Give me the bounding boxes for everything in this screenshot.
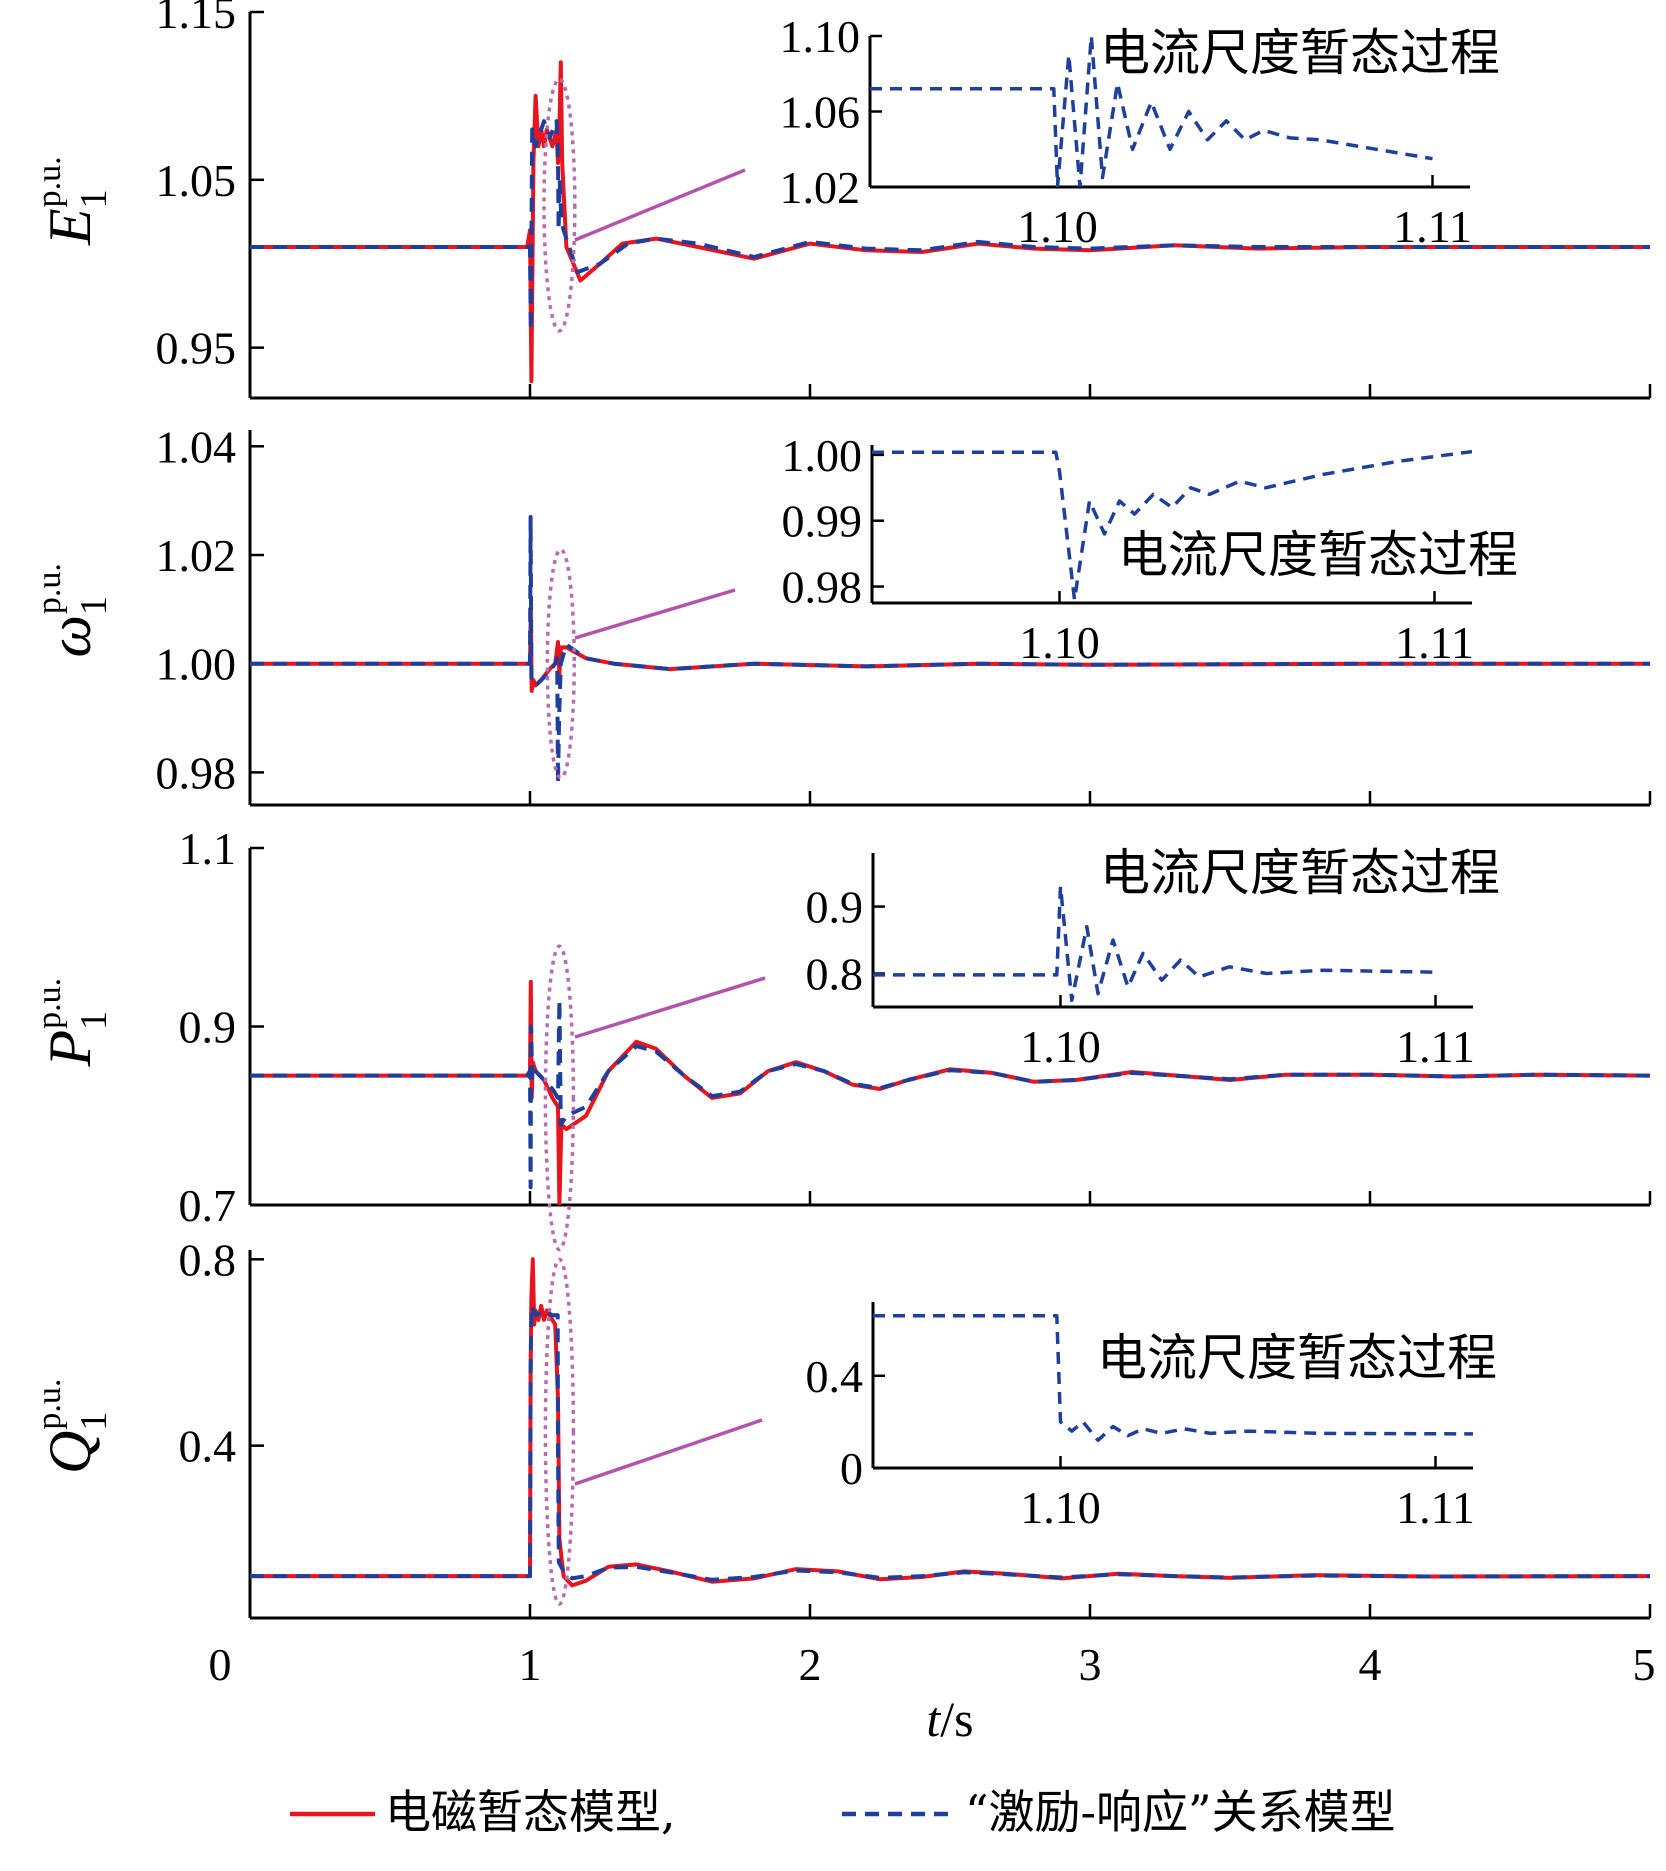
y-tick-label-E: 1.05 [156,155,237,206]
x-axis-label: t/s [926,1691,973,1747]
series-er-P [250,997,1650,1190]
inset-P: 1.10 1.11 0.8 0.9 电流尺度暂态过程 [806,844,1501,1072]
x-axis-label-unit: /s [940,1691,973,1747]
legend-label-em: 电磁暂态模型, [385,1785,676,1839]
y-tick-label-w: 1.02 [156,530,237,581]
inset-y-tick-label-P: 0.8 [806,949,864,1000]
inset-annotation-Q: 电流尺度暂态过程 [1097,1329,1497,1387]
x-tick-label: 1 [519,1639,542,1690]
series-em-Q [250,1257,1650,1588]
inset-series-er-w [872,449,1472,602]
zoom-pointer-E [574,168,746,242]
inset-y-tick-label-P: 0.9 [806,882,864,933]
zoom-pointer-P [574,976,766,1039]
series-em-P [250,979,1650,1205]
ylabel-main-P: P [37,1030,103,1068]
ylabel-sub-Q: 1 [73,1412,115,1431]
y-axis-label-w: ω1 p.u. [31,563,115,657]
inset-y-tick-label-w: 0.98 [782,562,863,613]
y-tick-label-Q: 0.8 [179,1234,237,1285]
ylabel-sub-E: 1 [73,189,115,208]
inset-series-er-E [870,34,1433,187]
inset-y-tick-label-w: 0.99 [782,496,863,547]
inset-annotation-E: 电流尺度暂态过程 [1100,24,1500,82]
panel-E: 0.95 1.05 1.15 E1 p.u. 1.10 1.11 1.02 1.06 1.10 电流… [31,0,1652,400]
x-axis-label-var: t [926,1691,941,1747]
ylabel-sup-w: p.u. [31,563,68,614]
x-tick-label: 4 [1359,1639,1382,1690]
zoom-ellipse-w [545,547,576,780]
legend: 电磁暂态模型, “激励-响应”关系模型 [290,1785,1396,1839]
series-er-w [250,515,1650,786]
x-tick-label: 5 [1633,1639,1656,1690]
panel-Q: 0.4 0.8 Q1 p.u. 1.10 1.11 0 0.4 电流尺度暂态过程 [31,1234,1652,1620]
y-tick-label-E: 1.15 [156,0,237,38]
inset-x-tick-label-Q: 1.11 [1396,1482,1475,1533]
inset-y-tick-label-Q: 0.4 [806,1351,864,1402]
inset-y-tick-label-Q: 0 [840,1443,863,1494]
y-tick-label-P: 0.9 [179,1002,237,1053]
inset-series-er-P [873,884,1436,1003]
y-tick-label-P: 0.7 [179,1180,237,1231]
y-axis-label-E: E1 p.u. [31,156,115,246]
inset-x-tick-label-w: 1.10 [1019,617,1100,668]
y-tick-label-Q: 0.4 [179,1421,237,1472]
inset-x-tick-label-Q: 1.10 [1020,1482,1101,1533]
x-tick-label: 2 [799,1639,822,1690]
legend-label-er: “激励-响应”关系模型 [965,1785,1396,1839]
ylabel-sup-Q: p.u. [31,1379,68,1430]
inset-y-tick-label-E: 1.02 [780,162,861,213]
y-axis-label-Q: Q1 p.u. [31,1379,115,1474]
inset-y-tick-label-E: 1.10 [780,11,861,62]
y-tick-label-w: 1.00 [156,639,237,690]
inset-series-er-Q [873,1314,1473,1443]
y-tick-label-w: 1.04 [156,421,237,472]
ylabel-main-E: E [37,208,103,246]
series-em-E [250,60,1650,384]
inset-x-tick-label-P: 1.11 [1396,1021,1475,1072]
inset-x-tick-label-E: 1.10 [1017,201,1098,252]
y-tick-label-E: 0.95 [156,323,237,374]
ylabel-main-w: ω [37,615,103,657]
inset-y-tick-label-w: 1.00 [782,430,863,481]
zoom-ellipse-Q [543,1257,576,1606]
ylabel-sup-P: p.u. [31,978,68,1029]
inset-annotation-P: 电流尺度暂态过程 [1100,844,1500,902]
y-axis-label-P: P1 p.u. [31,978,115,1068]
zoom-pointer-w [574,588,736,640]
x-tick-label: 0 [209,1639,232,1690]
inset-x-tick-label-P: 1.10 [1020,1021,1101,1072]
zoom-ellipse-E [542,77,577,333]
y-tick-label-w: 0.98 [156,747,237,798]
inset-x-tick-label-w: 1.11 [1395,617,1474,668]
inset-annotation-w: 电流尺度暂态过程 [1118,526,1518,584]
ylabel-sub-w: 1 [73,596,115,615]
inset-Q: 1.10 1.11 0 0.4 电流尺度暂态过程 [806,1302,1497,1533]
series-er-E [250,119,1650,333]
ylabel-sup-E: p.u. [31,156,68,207]
ylabel-main-Q: Q [37,1431,103,1474]
x-tick-label: 3 [1079,1639,1102,1690]
zoom-pointer-Q [574,1418,763,1486]
ylabel-sub-P: 1 [73,1011,115,1030]
y-tick-label-P: 1.1 [179,823,237,874]
panel-P: 0.7 0.9 1.1 P1 p.u. 1.10 1.11 0.8 0.9 电流尺度暂态过程 [31,823,1652,1252]
zoom-ellipse-P [543,944,576,1252]
inset-w: 1.10 1.11 0.98 0.99 1.00 电流尺度暂态过程 [782,430,1519,668]
series-er-Q [250,1303,1650,1582]
inset-E: 1.10 1.11 1.02 1.06 1.10 电流尺度暂态过程 [780,11,1501,252]
inset-y-tick-label-E: 1.06 [780,87,861,138]
inset-x-tick-label-E: 1.11 [1393,201,1472,252]
